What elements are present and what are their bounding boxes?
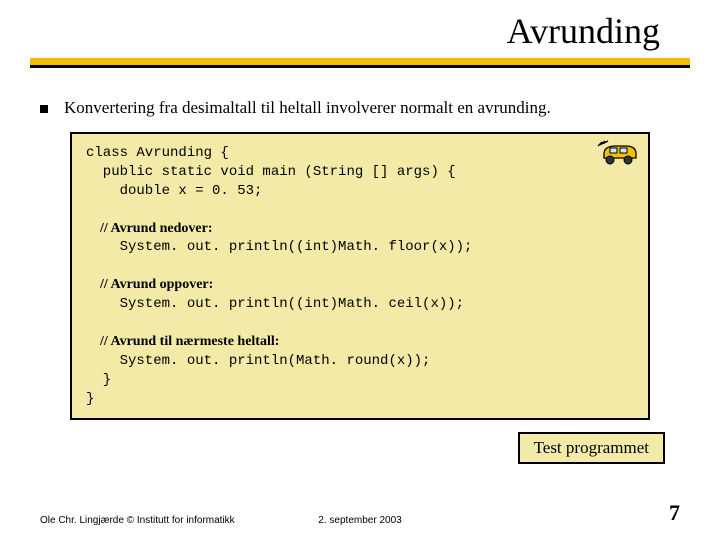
page-number: 7 [669, 500, 680, 526]
footer-author: Ole Chr. Lingjærde © Institutt for infor… [40, 515, 235, 526]
code-box: class Avrunding { public static void mai… [70, 132, 650, 420]
bullet-square-icon [40, 105, 48, 113]
title-rule [30, 58, 690, 68]
code-content: class Avrunding { public static void mai… [86, 144, 634, 408]
footer: Ole Chr. Lingjærde © Institutt for infor… [0, 500, 720, 526]
test-program-button[interactable]: Test programmet [518, 432, 665, 464]
car-icon [596, 140, 638, 171]
bullet-text: Konvertering fra desimaltall til heltall… [64, 98, 551, 118]
footer-date: 2. september 2003 [318, 515, 401, 526]
page-title: Avrunding [0, 10, 680, 52]
bullet-item: Konvertering fra desimaltall til heltall… [40, 98, 680, 118]
